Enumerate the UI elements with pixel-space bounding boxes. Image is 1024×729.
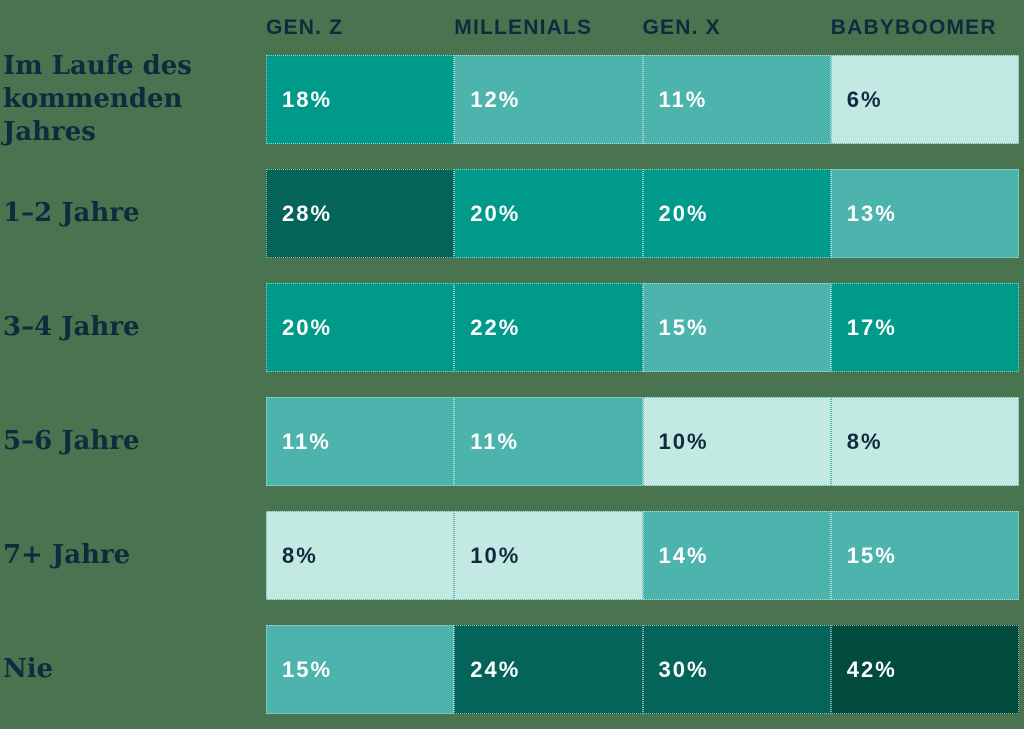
cell-value: 22%: [470, 314, 521, 340]
heatmap-cell: 20%: [454, 169, 643, 258]
heatmap-cell: 14%: [642, 511, 831, 600]
heatmap-rows: Im Laufe des kommenden Jahres 18% 12% 11% 6% 1…: [0, 51, 1024, 729]
heatmap-row: 1–2 Jahre 28% 20% 20% 13%: [0, 169, 1024, 258]
heatmap-cell: 42%: [830, 625, 1019, 714]
heatmap-cell: 11%: [454, 397, 643, 486]
row-bars: 28% 20% 20% 13%: [266, 169, 1019, 258]
row-label-line: Im Laufe des: [3, 51, 192, 81]
column-headers: GEN. Z MILLENIALS GEN. X BABYBOOMER: [266, 16, 1019, 40]
heatmap-cell: 12%: [454, 55, 643, 144]
heatmap-row: 7+ Jahre 8% 10% 14% 15%: [0, 511, 1024, 600]
heatmap-cell: 18%: [266, 55, 455, 144]
cell-value: 10%: [470, 542, 521, 568]
row-label: 3–4 Jahre: [0, 283, 266, 372]
heatmap-cell: 8%: [830, 397, 1019, 486]
heatmap-cell: 15%: [830, 511, 1019, 600]
heatmap-cell: 6%: [830, 55, 1019, 144]
column-header-babyboomer: BABYBOOMER: [830, 16, 997, 39]
heatmap-cell: 22%: [454, 283, 643, 372]
row-label: Nie: [0, 625, 266, 714]
heatmap-cell: 20%: [642, 169, 831, 258]
heatmap-cell: 15%: [642, 283, 831, 372]
heatmap-cell: 20%: [266, 283, 455, 372]
cell-value: 13%: [846, 200, 897, 226]
cell-value: 6%: [846, 86, 883, 112]
heatmap-row: Im Laufe des kommenden Jahres 18% 12% 11% 6%: [0, 51, 1024, 147]
cell-value: 20%: [658, 200, 709, 226]
heatmap-cell: 13%: [830, 169, 1019, 258]
cell-value: 24%: [470, 656, 521, 682]
cell-value: 11%: [470, 428, 520, 454]
heatmap-cell: 30%: [642, 625, 831, 714]
cell-value: 30%: [658, 656, 709, 682]
row-label: Im Laufe des kommenden Jahres: [0, 51, 266, 147]
cell-value: 14%: [658, 542, 709, 568]
row-label: 7+ Jahre: [0, 511, 266, 600]
cell-value: 18%: [282, 86, 333, 112]
cell-value: 20%: [470, 200, 521, 226]
row-label-line: 7+ Jahre: [3, 540, 131, 570]
heatmap-cell: 8%: [266, 511, 455, 600]
heatmap-row: 3–4 Jahre 20% 22% 15% 17%: [0, 283, 1024, 372]
row-bars: 15% 24% 30% 42%: [266, 625, 1019, 714]
heatmap-row: 5–6 Jahre 11% 11% 10% 8%: [0, 397, 1024, 486]
cell-value: 11%: [282, 428, 331, 454]
heatmap-cell: 15%: [266, 625, 455, 714]
row-bars: 18% 12% 11% 6%: [266, 55, 1019, 144]
cell-value: 11%: [658, 86, 708, 112]
cell-value: 42%: [846, 656, 897, 682]
row-label-line: 3–4 Jahre: [3, 312, 140, 342]
cell-value: 28%: [282, 200, 333, 226]
heatmap-cell: 17%: [830, 283, 1019, 372]
row-bars: 8% 10% 14% 15%: [266, 511, 1019, 600]
row-label-line: 1–2 Jahre: [3, 198, 140, 228]
heatmap-cell: 24%: [454, 625, 643, 714]
row-label-line: Nie: [3, 654, 54, 684]
cell-value: 8%: [282, 542, 318, 568]
cell-value: 20%: [282, 314, 333, 340]
heatmap-cell: 28%: [266, 169, 455, 258]
cell-value: 15%: [658, 314, 709, 340]
heatmap-cell: 10%: [454, 511, 643, 600]
row-label-line: 5–6 Jahre: [3, 426, 140, 456]
cell-value: 12%: [470, 86, 521, 112]
heatmap-cell: 11%: [266, 397, 455, 486]
column-header-millenials: MILLENIALS: [454, 16, 593, 39]
cell-value: 15%: [846, 542, 897, 568]
row-label-line: kommenden Jahres: [3, 84, 183, 147]
cell-value: 10%: [658, 428, 709, 454]
row-label: 5–6 Jahre: [0, 397, 266, 486]
column-header-gen-x: GEN. X: [642, 16, 721, 39]
heatmap-cell: 11%: [642, 55, 831, 144]
cell-value: 8%: [846, 428, 883, 454]
row-bars: 20% 22% 15% 17%: [266, 283, 1019, 372]
column-header-gen-z: GEN. Z: [266, 16, 344, 39]
row-label: 1–2 Jahre: [0, 169, 266, 258]
heatmap-cell: 10%: [642, 397, 831, 486]
heatmap-row: Nie 15% 24% 30% 42%: [0, 625, 1024, 714]
cell-value: 15%: [282, 656, 333, 682]
cell-value: 17%: [846, 314, 897, 340]
row-bars: 11% 11% 10% 8%: [266, 397, 1019, 486]
